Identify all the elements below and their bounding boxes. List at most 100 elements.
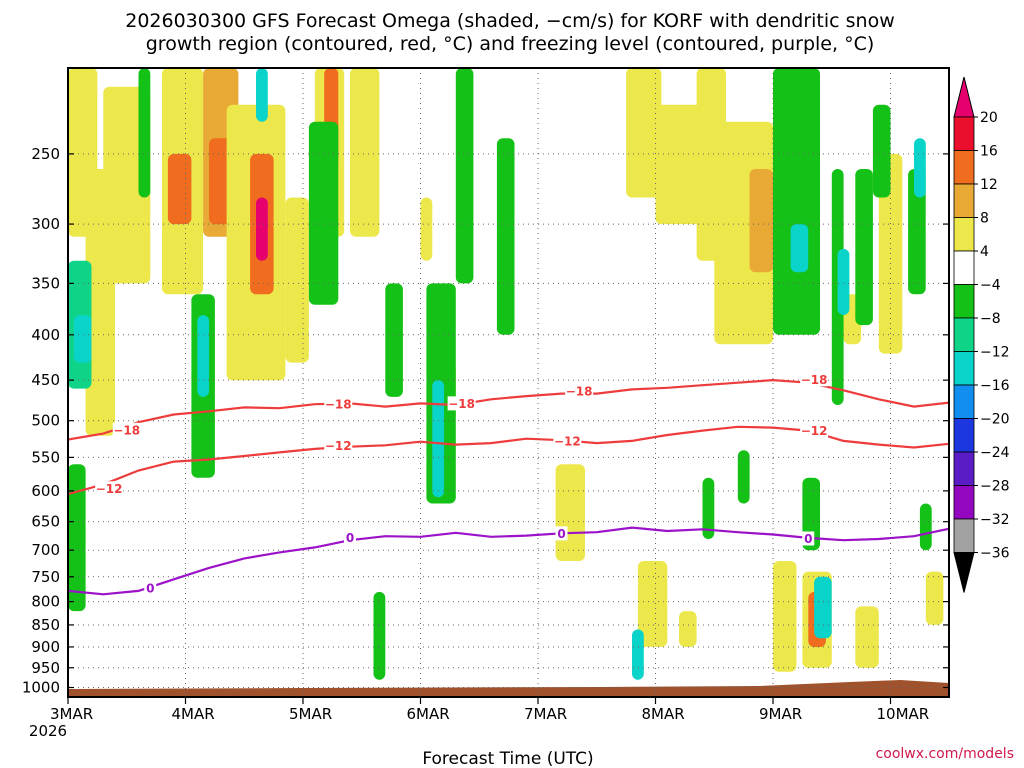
- shaded-region-59: [914, 138, 926, 198]
- shaded-region-50: [773, 68, 820, 335]
- shaded-region-58: [908, 169, 926, 295]
- colorbar-label-3: 8: [980, 211, 989, 227]
- shaded-region-20: [679, 611, 697, 647]
- contour-label-2-1: 0: [346, 531, 354, 545]
- temperature-contours: −18 −18 −18 −18 −18 −12 −12 −12 −12 0 0 0 0: [68, 372, 949, 596]
- y-tick-label-550: 550: [31, 448, 60, 466]
- colorbar-label-12: −32: [980, 512, 1010, 528]
- plot-frame: [67, 67, 950, 698]
- shaded-region-45: [455, 68, 474, 284]
- y-tick-label-900: 900: [31, 638, 60, 656]
- shaded-region-14: [420, 197, 433, 261]
- shaded-region-44: [432, 380, 445, 498]
- shaded-region-24: [773, 561, 797, 672]
- shaded-region-60: [919, 503, 932, 551]
- contour-label-1-1: −12: [325, 439, 352, 453]
- contour-label-bg-1-2: [553, 433, 582, 448]
- shaded-region-53: [814, 576, 832, 639]
- x-tick-label-2: 5MAR: [289, 705, 332, 723]
- shaded-region-47: [632, 629, 644, 680]
- contour-label-bg-0-4: [800, 372, 829, 387]
- colorbar-label-4: 4: [980, 244, 989, 260]
- contour-label-0-1: −18: [325, 398, 352, 412]
- shaded-region-41: [373, 591, 386, 680]
- shaded-region-28: [855, 606, 879, 668]
- contour-label-1-2: −12: [554, 434, 581, 448]
- shaded-region-18: [637, 561, 668, 647]
- colorbar-label-13: −36: [980, 546, 1010, 562]
- y-tick-label-700: 700: [31, 541, 60, 559]
- x-tick-label-4: 7MAR: [524, 705, 567, 723]
- colorbar-swatch-2: [953, 183, 975, 218]
- colorbar-label-0: 20: [980, 110, 998, 126]
- contour-label-1-3: −12: [801, 424, 828, 438]
- shaded-region-16: [555, 464, 585, 561]
- x-tick-label-5: 8MAR: [642, 705, 685, 723]
- shaded-region-37: [256, 68, 268, 122]
- y-axis: 250 300 350 400 450 500 550 600 650 700 750 800 850 9…: [22, 145, 949, 696]
- contour-label-1-0: −12: [96, 482, 123, 496]
- colorbar-swatch-10: [953, 451, 975, 486]
- shaded-region-36: [138, 68, 151, 198]
- colorbar-label-11: −28: [980, 479, 1010, 495]
- colorbar-label-2: 12: [980, 177, 998, 193]
- colorbar-label-10: −24: [980, 445, 1010, 461]
- colorbar-swatch-6: [953, 317, 975, 352]
- shaded-region-42: [385, 283, 403, 397]
- shaded-region-19: [655, 104, 703, 225]
- credit-link[interactable]: coolwx.com/models: [876, 746, 1014, 762]
- colorbar-label-1: 16: [980, 144, 998, 160]
- contour-label-bg-1-1: [324, 438, 353, 453]
- colorbar-label-6: −8: [980, 311, 1001, 327]
- contour-label-bg-2-3: [802, 531, 815, 546]
- y-tick-label-400: 400: [31, 326, 60, 344]
- contour-label-bg-0-3: [565, 384, 594, 399]
- shaded-region-38: [308, 121, 339, 305]
- shaded-region-57: [872, 104, 891, 198]
- x-axis-title: Forecast Time (UTC): [422, 749, 593, 768]
- y-tick-label-450: 450: [31, 371, 60, 389]
- shaded-region-48: [702, 477, 715, 539]
- colorbar-swatch-0: [953, 116, 975, 151]
- shaded-region-40: [197, 315, 210, 397]
- chart-title-line-1: 2026030300 GFS Forecast Omega (shaded, −…: [125, 10, 895, 32]
- shaded-region-9: [256, 197, 268, 261]
- y-tick-label-250: 250: [31, 145, 60, 163]
- surface-terrain: [68, 680, 949, 697]
- x-tick-label-0: 3MAR: [50, 705, 93, 723]
- y-tick-label-850: 850: [31, 616, 60, 634]
- colorbar-label-8: −16: [980, 378, 1010, 394]
- colorbar-swatch-8: [953, 384, 975, 419]
- x-axis: 3MAR 4MAR 5MAR 6MAR 7MAR 8MAR 9MAR 10MAR: [50, 697, 929, 723]
- colorbar-label-7: −12: [980, 345, 1010, 361]
- shaded-region-17: [626, 68, 662, 198]
- omega-shading: [68, 68, 944, 680]
- contour-label-bg-2-0: [144, 580, 157, 595]
- colorbar-label-9: −20: [980, 412, 1010, 428]
- shaded-region-56: [855, 169, 873, 326]
- shaded-region-31: [925, 571, 944, 625]
- contour-label-bg-0-1: [324, 397, 353, 412]
- shaded-region-35: [73, 315, 92, 363]
- contour-label-2-2: 0: [557, 527, 565, 541]
- chart-title-line-2: growth region (contoured, red, °C) and f…: [146, 33, 875, 55]
- y-tick-label-750: 750: [31, 568, 60, 586]
- y-tick-label-1000: 1000: [22, 678, 60, 696]
- colorbar-swatch-11: [953, 485, 975, 520]
- colorbar-bottom-arrow: [953, 552, 975, 593]
- contour-label-0-0: −18: [113, 423, 140, 437]
- shaded-region-46: [496, 138, 515, 335]
- colorbar-swatch-9: [953, 418, 975, 453]
- shaded-region-49: [737, 450, 750, 504]
- contour-label-bg-0-0: [112, 422, 141, 437]
- colorbar-swatch-12: [953, 518, 975, 553]
- x-year-label: 2026: [29, 722, 67, 740]
- contour-label-bg-1-3: [800, 423, 829, 438]
- contour-label-bg-2-2: [555, 526, 568, 541]
- contour-label-2-0: 0: [146, 581, 154, 595]
- y-tick-label-650: 650: [31, 513, 60, 531]
- shaded-region-4: [167, 153, 192, 225]
- contour-label-0-3: −18: [566, 385, 593, 399]
- y-tick-label-350: 350: [31, 274, 60, 292]
- shaded-region-55: [837, 248, 850, 315]
